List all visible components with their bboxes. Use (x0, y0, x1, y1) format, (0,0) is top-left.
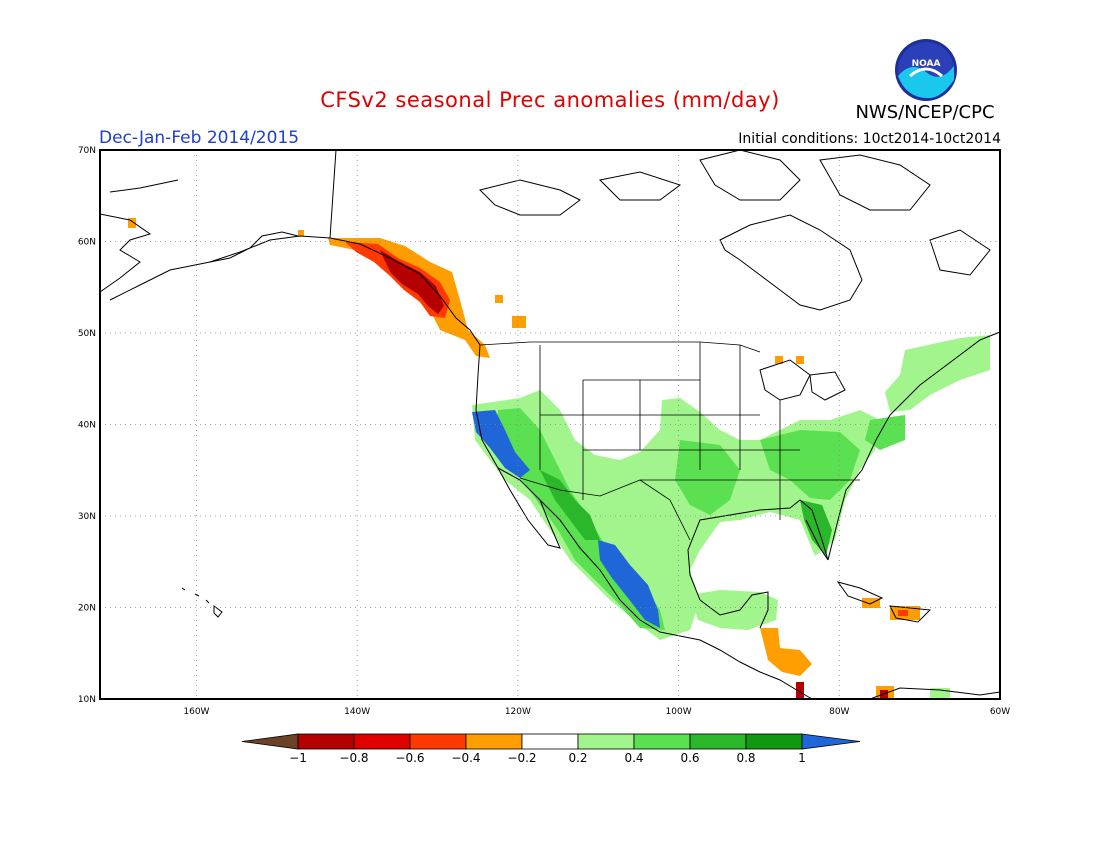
colorbar-tick-label: 0.2 (568, 751, 587, 765)
colorbar-tick-label: −0.2 (507, 751, 536, 765)
longitude-labels: 160W 140W 120W 100W 80W 60W (183, 707, 1010, 717)
colorbar-arrow-right (801, 733, 861, 750)
lat-tick-label: 50N (78, 329, 96, 339)
colorbar-tick-label: −0.6 (395, 751, 424, 765)
lat-tick-label: 60N (78, 238, 96, 248)
anomaly-region (598, 540, 660, 628)
anomaly-region (885, 335, 990, 412)
anomaly-region (675, 440, 740, 515)
anomaly-region (380, 250, 444, 314)
colorbar-tick-label: −1 (289, 751, 307, 765)
anomaly-region (796, 356, 804, 364)
colorbar-swatch (577, 733, 635, 750)
colorbar-swatch (297, 733, 355, 750)
anomaly-layer (128, 218, 990, 698)
anomaly-region (930, 688, 950, 698)
anomaly-region (760, 430, 860, 500)
anomaly-region (495, 295, 503, 303)
anomaly-region (472, 410, 530, 478)
colorbar-arrow-left (241, 733, 299, 750)
colorbar-swatch (745, 733, 803, 750)
lat-tick-label: 40N (78, 421, 96, 431)
anomaly-region (328, 238, 490, 358)
lon-tick-label: 100W (666, 707, 692, 717)
season-label: Dec-Jan-Feb 2014/2015 (99, 128, 300, 148)
colorbar-tick-label: 0.8 (736, 751, 755, 765)
colorbar-tick-label: −0.4 (451, 751, 480, 765)
anomaly-region (690, 590, 778, 630)
colorbar-tick-label: −0.8 (339, 751, 368, 765)
colorbar-swatch (689, 733, 747, 750)
initial-conditions-label: Initial conditions: 10ct2014-10ct2014 (738, 131, 1001, 147)
lon-tick-label: 140W (344, 707, 370, 717)
grid-lines (100, 150, 1000, 699)
anomaly-region (298, 230, 304, 236)
anomaly-region (800, 500, 832, 556)
map-frame (99, 149, 1001, 700)
colorbar-swatch (409, 733, 467, 750)
colorbar-swatch (465, 733, 523, 750)
anomaly-region (898, 610, 908, 616)
colorbar-swatch (521, 733, 579, 750)
anomaly-region (540, 470, 600, 540)
noaa-logo-text: NOAA (912, 59, 941, 69)
colorbar: −1 −0.8 −0.6 −0.4 −0.2 0.2 0.4 0.6 0.8 1 (241, 733, 861, 765)
chart-title: CFSv2 seasonal Prec anomalies (mm/day) (320, 88, 780, 112)
lon-tick-label: 160W (183, 707, 209, 717)
anomaly-region (796, 682, 804, 698)
anomaly-region (128, 218, 136, 228)
colorbar-tick-label: 0.4 (624, 751, 643, 765)
lat-tick-label: 30N (78, 512, 96, 522)
lat-tick-label: 10N (78, 695, 96, 705)
lon-tick-label: 80W (829, 707, 849, 717)
lat-tick-label: 20N (78, 604, 96, 614)
agency-label: NWS/NCEP/CPC (855, 102, 995, 123)
anomaly-region (512, 316, 526, 328)
lon-tick-label: 60W (990, 707, 1010, 717)
anomaly-region (775, 356, 783, 364)
colorbar-tick-label: 1 (798, 751, 806, 765)
colorbar-tick-label: 0.6 (680, 751, 699, 765)
anomaly-region (760, 628, 812, 676)
colorbar-swatch (353, 733, 411, 750)
noaa-logo: NOAA (895, 39, 957, 101)
latitude-labels: 70N 60N 50N 40N 30N 20N 10N (78, 146, 96, 705)
lon-tick-label: 120W (505, 707, 531, 717)
coastlines (99, 149, 1001, 700)
colorbar-swatch (633, 733, 691, 750)
lat-tick-label: 70N (78, 146, 96, 156)
political-borders (479, 341, 860, 541)
